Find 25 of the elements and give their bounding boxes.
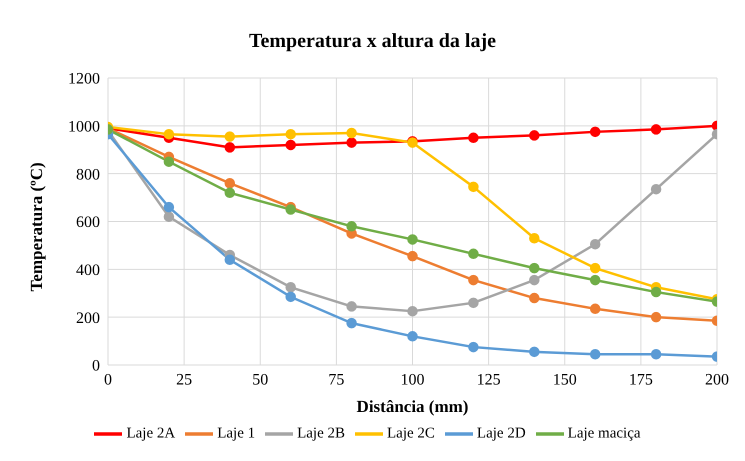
chart-title: Temperatura x altura da laje: [248, 29, 497, 52]
x-tick-label: 75: [328, 371, 344, 388]
x-tick-label: 100: [400, 371, 424, 388]
legend-label: Laje 1: [217, 425, 256, 442]
legend-label: Laje 2A: [126, 425, 176, 442]
y-tick-label: 800: [76, 166, 100, 184]
x-tick-label: 200: [705, 371, 729, 388]
legend-label: Laje maciça: [568, 425, 641, 442]
x-tick-label: 50: [252, 371, 268, 388]
x-tick-label: 175: [628, 371, 653, 388]
legend-label: Laje 2D: [476, 425, 526, 442]
x-axis-title: Distância (mm): [356, 397, 468, 416]
y-tick-label: 1000: [68, 118, 100, 136]
legend-label: Laje 2C: [387, 425, 435, 442]
y-tick-label: 200: [76, 310, 100, 327]
x-tick-label: 25: [176, 371, 192, 388]
y-axis-title: Temperatura (ºC): [27, 162, 46, 292]
x-tick-label: 0: [104, 371, 112, 388]
legend-label: Laje 2B: [297, 425, 346, 442]
y-tick-label: 1200: [68, 70, 100, 88]
x-tick-label: 150: [552, 371, 577, 388]
y-tick-label: 400: [76, 262, 100, 280]
y-tick-label: 600: [76, 214, 100, 232]
x-tick-label: 125: [476, 371, 501, 388]
y-tick-label: 0: [92, 358, 100, 375]
